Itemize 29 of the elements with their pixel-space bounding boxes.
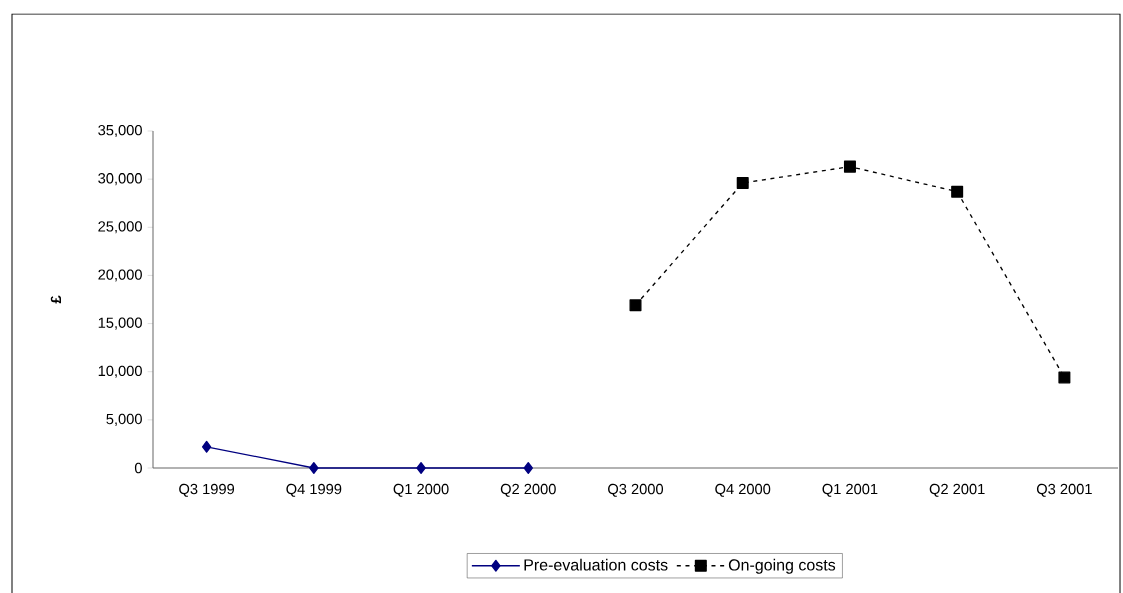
y-tick-label: 30,000: [98, 173, 142, 186]
x-tick-label: Q3 1999: [179, 483, 235, 497]
x-tick-label: Q2 2000: [500, 483, 556, 497]
y-tick-label: 35,000: [98, 124, 142, 138]
y-axis-title: £: [50, 295, 61, 304]
y-tick-label: 5,000: [106, 413, 142, 426]
point: [843, 160, 856, 173]
point: [736, 176, 749, 189]
legend-label: On-going costs: [728, 558, 836, 574]
point: [629, 299, 642, 312]
y-tick-label: 10,000: [98, 365, 142, 378]
point: [201, 440, 212, 453]
point: [951, 185, 964, 198]
y-tick-label: 25,000: [98, 221, 142, 234]
legend-label: Pre-evaluation costs: [524, 558, 668, 571]
x-tick-label: Q3 2001: [1036, 483, 1092, 497]
x-tick-label: Q1 2000: [393, 483, 449, 497]
point: [1058, 371, 1071, 384]
y-tick-label: 15,000: [98, 317, 142, 330]
y-tick-label: 20,000: [98, 269, 142, 282]
x-tick-label: Q1 2001: [822, 483, 878, 497]
x-tick-label: Q4 1999: [286, 483, 342, 497]
y-tick-label: 0: [134, 462, 142, 474]
x-tick-label: Q4 2000: [715, 483, 771, 497]
point: [523, 461, 533, 474]
x-tick-label: Q3 2000: [608, 483, 664, 497]
x-tick-label: Q2 2001: [929, 483, 985, 497]
point: [416, 461, 426, 474]
point: [309, 461, 319, 474]
